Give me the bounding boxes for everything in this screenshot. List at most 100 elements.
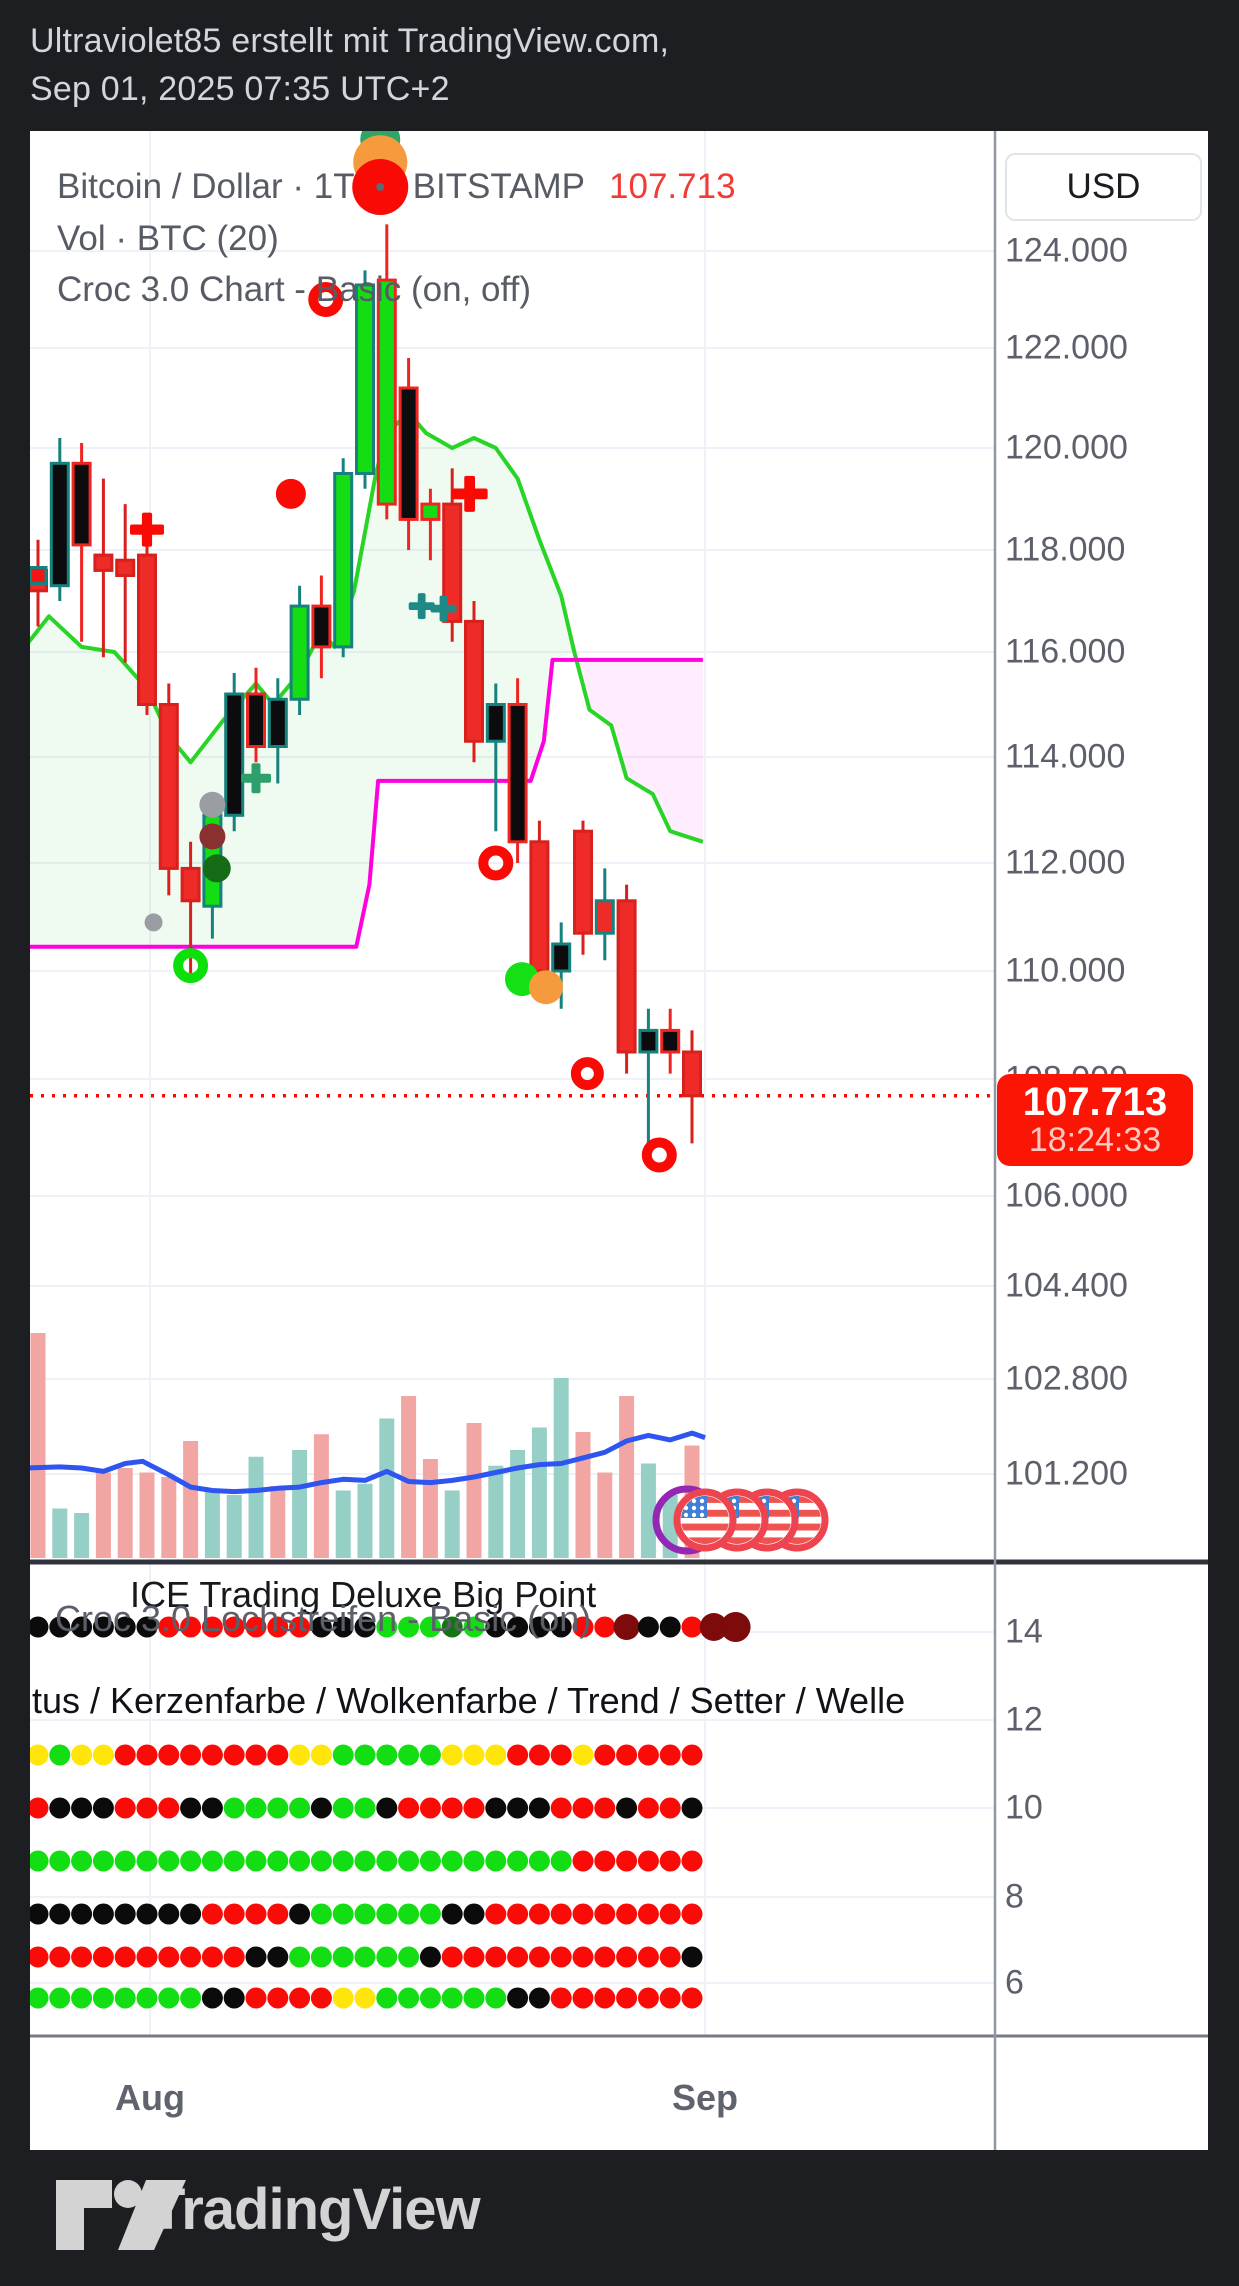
punch-dot bbox=[49, 1616, 71, 1638]
candle-body bbox=[311, 604, 332, 649]
punch-dot bbox=[528, 1797, 550, 1819]
dot-rows-label: tus / Kerzenfarbe / Wolkenfarbe / Trend … bbox=[32, 1680, 906, 1721]
punch-dot bbox=[114, 1903, 136, 1925]
punch-dot bbox=[398, 1616, 420, 1638]
indicator-axis-label: 10 bbox=[1005, 1788, 1043, 1827]
punch-dot bbox=[376, 1744, 398, 1766]
price-axis-label: 122.000 bbox=[1005, 328, 1128, 367]
price-chart-canvas[interactable] bbox=[30, 131, 1208, 2150]
punch-dot bbox=[528, 1987, 550, 2009]
punch-dot bbox=[267, 1946, 289, 1968]
punch-dot bbox=[310, 1850, 332, 1872]
candle-body bbox=[289, 604, 310, 701]
punch-dot bbox=[30, 1797, 49, 1819]
punch-dot bbox=[507, 1616, 529, 1638]
volume-bar bbox=[466, 1423, 482, 1558]
punch-dot bbox=[245, 1797, 267, 1819]
punch-dot bbox=[201, 1946, 223, 1968]
volume-bar bbox=[357, 1483, 373, 1558]
punch-dot bbox=[616, 1744, 638, 1766]
plus-marker bbox=[251, 763, 261, 794]
punch-dot bbox=[376, 1616, 398, 1638]
punch-dot bbox=[659, 1797, 681, 1819]
price-axis-label: 118.000 bbox=[1005, 530, 1126, 569]
volume-bar bbox=[248, 1456, 264, 1558]
punch-dot bbox=[572, 1946, 594, 1968]
punch-dot bbox=[572, 1903, 594, 1925]
indicator-axis-label: 8 bbox=[1005, 1877, 1024, 1916]
punch-dot bbox=[30, 1903, 49, 1925]
punch-dot bbox=[594, 1616, 616, 1638]
volume-bar bbox=[313, 1434, 329, 1558]
punch-dot bbox=[528, 1744, 550, 1766]
punch-dot bbox=[201, 1616, 223, 1638]
punch-dot bbox=[699, 1613, 728, 1641]
punch-dot bbox=[30, 1850, 49, 1872]
punch-dot bbox=[289, 1850, 311, 1872]
punch-dot bbox=[463, 1946, 485, 1968]
punch-dot bbox=[201, 1744, 223, 1766]
signal-dot-marker bbox=[144, 913, 163, 932]
punch-dot bbox=[71, 1616, 93, 1638]
punch-dot bbox=[550, 1903, 572, 1925]
punch-dot bbox=[245, 1946, 267, 1968]
punch-dot bbox=[419, 1987, 441, 2009]
chart-legend-row[interactable]: Bitcoin / Dollar · 1T BITSTAMP 107.713 bbox=[57, 167, 736, 207]
punch-dot bbox=[441, 1797, 463, 1819]
punch-dot bbox=[507, 1797, 529, 1819]
punch-dot bbox=[180, 1797, 202, 1819]
punch-dot bbox=[441, 1616, 463, 1638]
punch-dot bbox=[30, 1744, 49, 1766]
punch-dot bbox=[136, 1744, 158, 1766]
candle-body bbox=[420, 502, 441, 521]
punch-dot bbox=[594, 1903, 616, 1925]
punch-dot bbox=[49, 1903, 71, 1925]
punch-dot bbox=[158, 1987, 180, 2009]
punch-dot bbox=[398, 1744, 420, 1766]
punch-dot bbox=[71, 1797, 93, 1819]
punch-dot bbox=[136, 1850, 158, 1872]
exchange-label: BITSTAMP bbox=[412, 167, 586, 206]
punch-dot bbox=[354, 1744, 376, 1766]
punch-dot bbox=[463, 1850, 485, 1872]
time-axis-label-aug[interactable]: Aug bbox=[115, 2077, 185, 2118]
candle-body bbox=[573, 829, 593, 935]
punch-dot bbox=[376, 1903, 398, 1925]
punch-dot bbox=[637, 1797, 659, 1819]
punch-dot bbox=[332, 1616, 354, 1638]
volume-bar bbox=[444, 1490, 460, 1558]
punch-dot bbox=[594, 1987, 616, 2009]
candle-body bbox=[333, 472, 354, 649]
punch-dot bbox=[71, 1946, 93, 1968]
punch-dot bbox=[507, 1946, 529, 1968]
croc-lochstreifen-legend[interactable]: Croc 3.0 Lochstreifen - Basic (on) bbox=[55, 1598, 592, 1639]
punch-dot bbox=[180, 1946, 202, 1968]
plus-marker bbox=[417, 593, 426, 620]
currency-toggle-button[interactable]: USD bbox=[1005, 153, 1202, 221]
punch-dot bbox=[398, 1850, 420, 1872]
punch-dot bbox=[332, 1797, 354, 1819]
punch-dot bbox=[681, 1850, 703, 1872]
candle-body bbox=[115, 558, 136, 578]
time-axis-label-sep[interactable]: Sep bbox=[671, 2077, 739, 2118]
punch-dot bbox=[376, 1797, 398, 1819]
punch-dot bbox=[376, 1987, 398, 2009]
volume-bar bbox=[183, 1441, 199, 1558]
legend-last-price: 107.713 bbox=[609, 167, 736, 206]
square-marker bbox=[30, 566, 48, 585]
punch-dot bbox=[92, 1946, 114, 1968]
us-flag-event-icon[interactable] bbox=[673, 1488, 737, 1552]
punch-dot bbox=[354, 1946, 376, 1968]
candle-body bbox=[93, 553, 114, 572]
signal-dot-marker bbox=[199, 823, 226, 850]
candle-body bbox=[485, 703, 506, 743]
symbol-title[interactable]: Bitcoin / Dollar · 1T bbox=[57, 167, 355, 206]
punch-dot bbox=[332, 1850, 354, 1872]
volume-indicator-legend[interactable]: Vol · BTC (20) bbox=[57, 219, 279, 258]
punch-dot bbox=[463, 1903, 485, 1925]
punch-dot bbox=[637, 1616, 659, 1638]
tradingview-logo-icon bbox=[56, 2180, 186, 2250]
punch-dot bbox=[659, 1744, 681, 1766]
punch-dot bbox=[441, 1987, 463, 2009]
croc-chart-indicator-legend[interactable]: Croc 3.0 Chart - Basic (on, off) bbox=[57, 270, 531, 309]
